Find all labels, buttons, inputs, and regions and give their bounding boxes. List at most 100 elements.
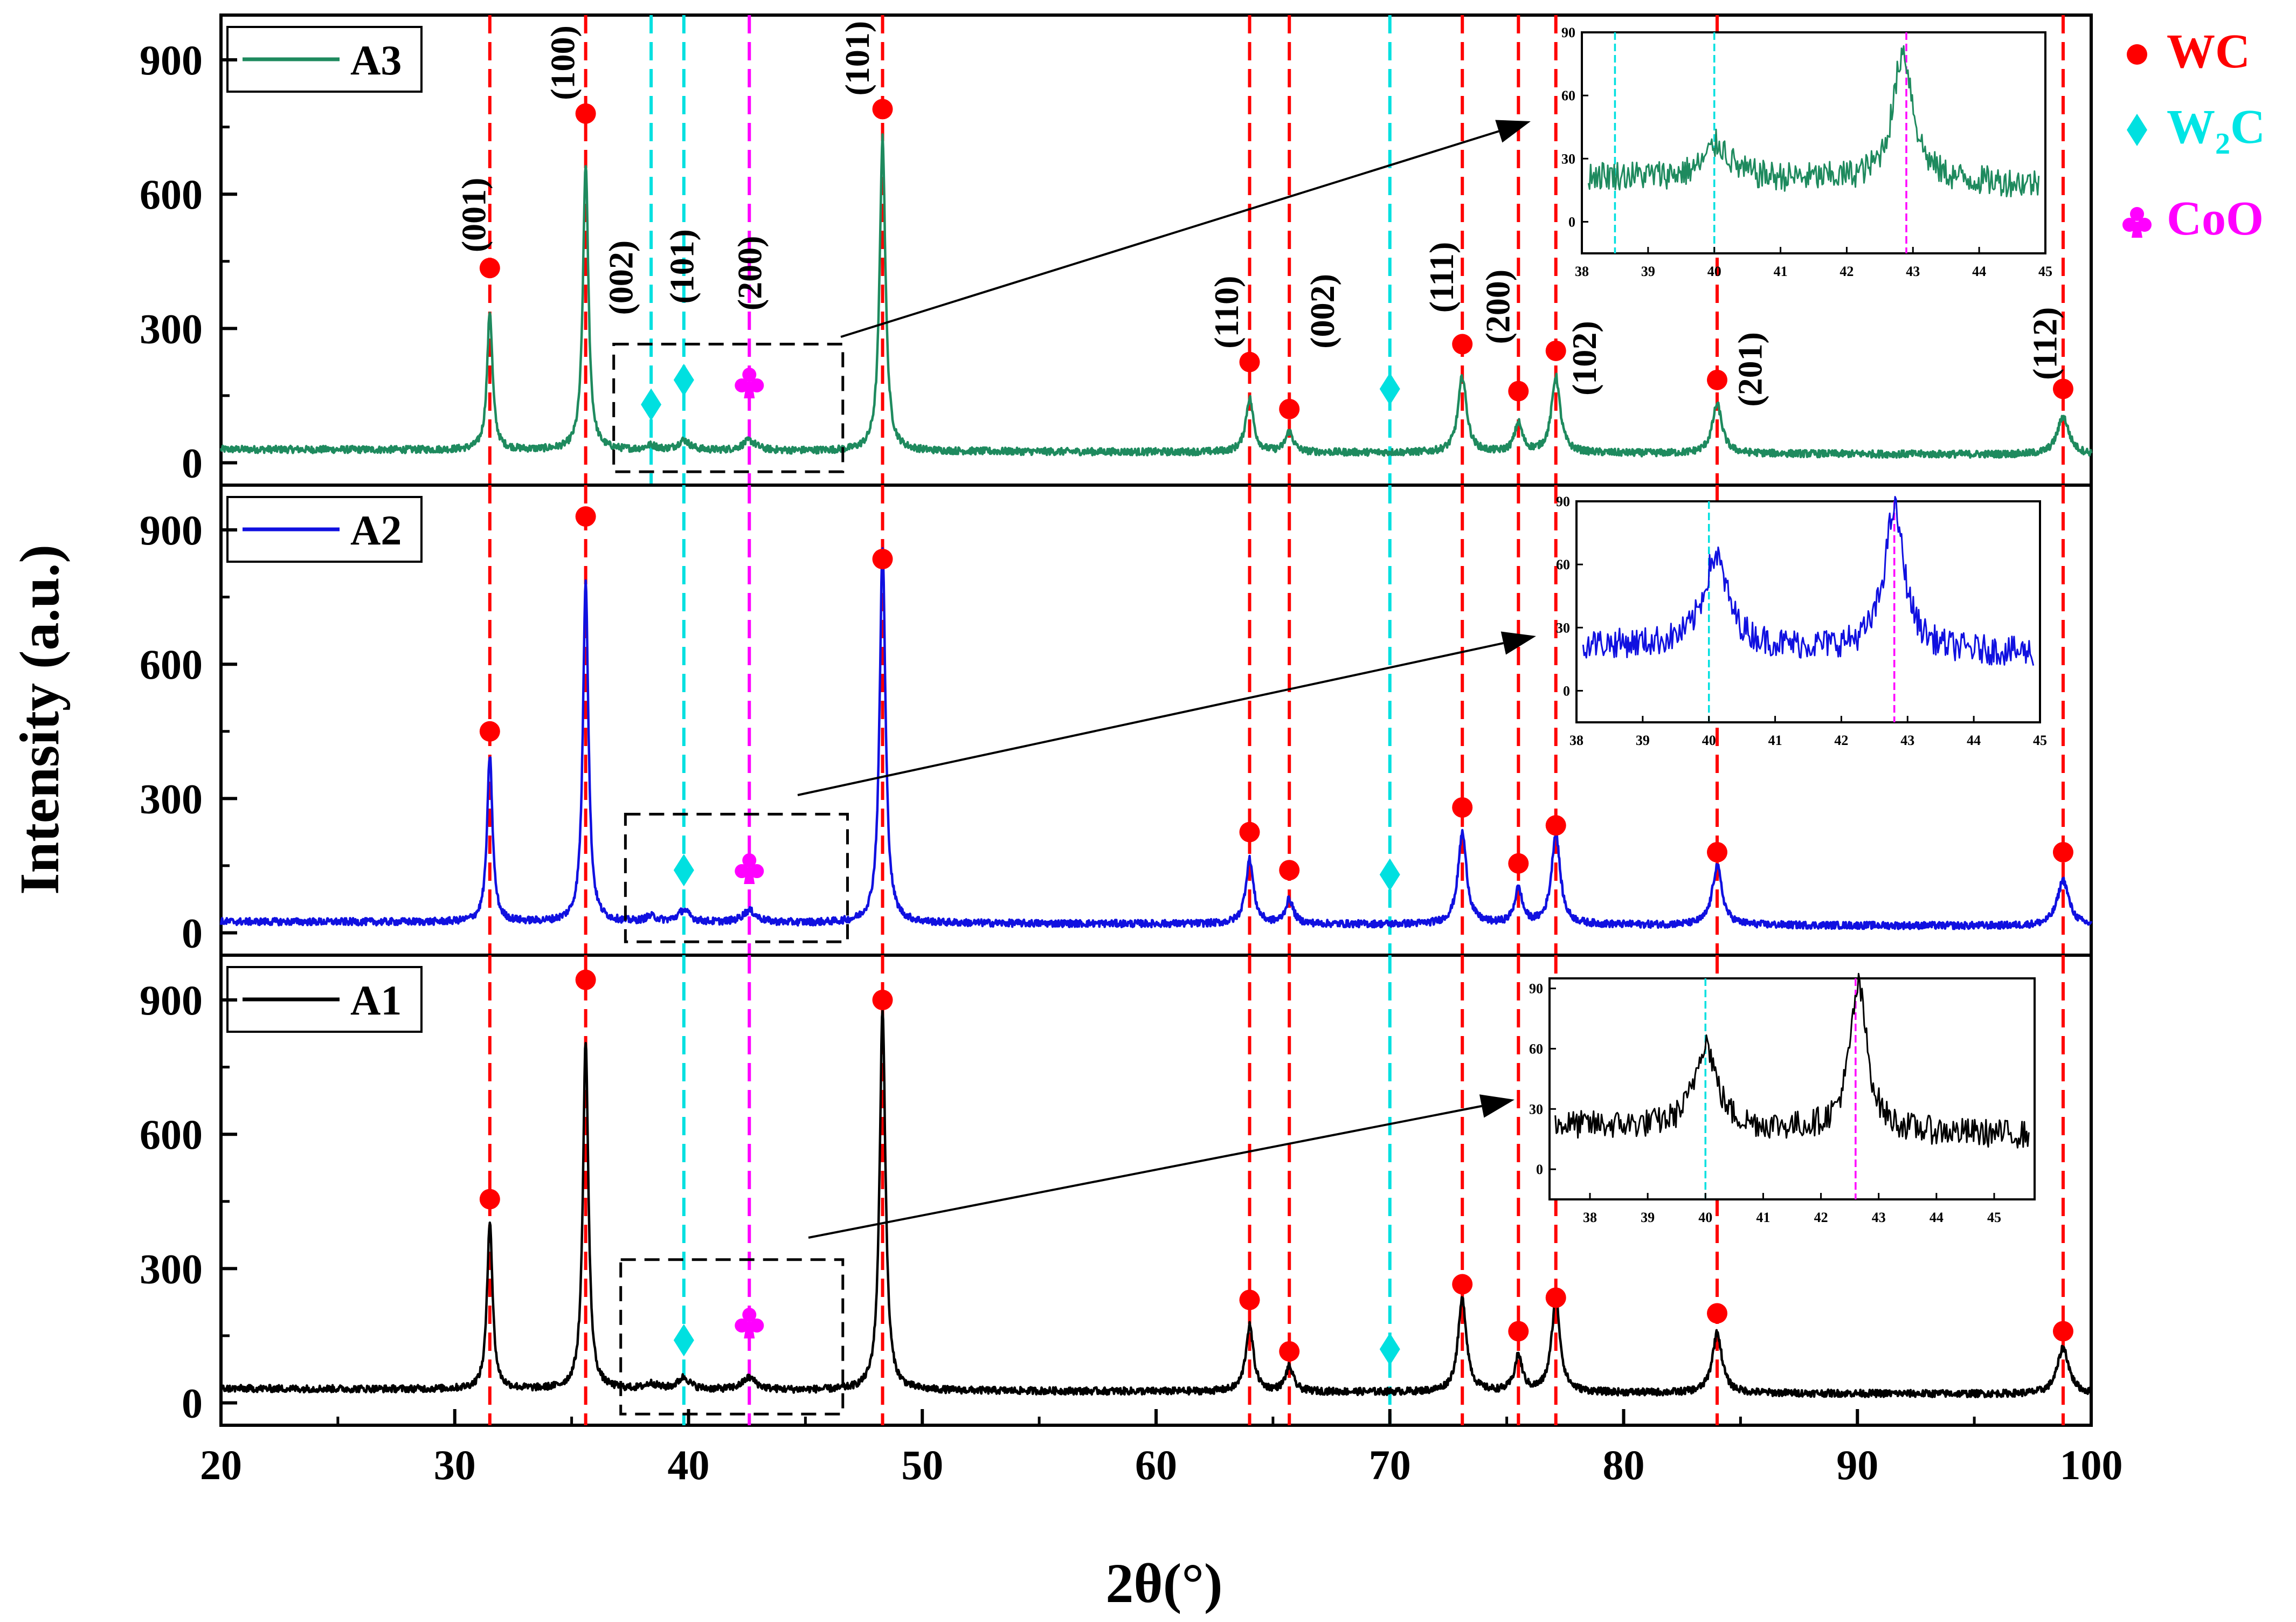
phase-marker-wc xyxy=(1545,815,1566,836)
phase-marker-coo-lobe xyxy=(735,864,749,879)
legend-label-wc: WC xyxy=(2167,25,2250,78)
inset-y-tick-label: 30 xyxy=(1556,620,1570,636)
phase-marker-wc xyxy=(872,990,893,1011)
phase-marker-wc xyxy=(1279,860,1300,881)
phase-marker-wc xyxy=(872,99,893,120)
miller-index-label: (102) xyxy=(1565,321,1603,396)
panels: A3 A2 A1 (001) (100) (002) (101) (200) (101) (110… xyxy=(219,13,2093,1427)
phase-marker-w2c xyxy=(1379,1333,1400,1365)
legend-marker-coo-stem xyxy=(2132,222,2142,238)
y-tick-label: 0 xyxy=(182,1379,203,1426)
miller-index-label: (002) xyxy=(602,240,640,315)
inset-x-tick-label: 40 xyxy=(1707,264,1721,279)
inset-pointer-arrowhead xyxy=(1495,120,1531,143)
inset-spectrum-line xyxy=(1554,972,2030,1149)
x-tick-label: 50 xyxy=(901,1441,943,1488)
inset-x-tick-label: 38 xyxy=(1583,1210,1597,1225)
miller-index-label: (001) xyxy=(454,178,493,253)
x-tick-label: 80 xyxy=(1603,1441,1645,1488)
inset-x-tick-label: 45 xyxy=(1987,1210,2001,1225)
inset-a2: 38 39 40 41 42 43 44 45 0 30 60 90 xyxy=(797,494,2047,796)
legend-marker-wc xyxy=(2127,44,2147,65)
y-tick-label: 900 xyxy=(140,507,203,554)
inset-frame xyxy=(1548,977,2036,1200)
phase-marker-wc xyxy=(1239,351,1260,372)
phase-marker-wc xyxy=(1452,797,1473,818)
inset-x-tick-label: 39 xyxy=(1641,1210,1655,1225)
zoom-box xyxy=(619,1258,845,1416)
phase-marker-wc xyxy=(1508,1321,1529,1342)
y-tick-label: 900 xyxy=(140,37,203,84)
inset-pointer-arrow xyxy=(808,1105,1482,1239)
inset-x-tick-label: 38 xyxy=(1575,264,1589,279)
inset-y-tick-label: 60 xyxy=(1529,1041,1543,1057)
inset-x-tick-label: 39 xyxy=(1636,733,1650,748)
phase-marker-wc xyxy=(1452,1274,1473,1295)
y-tick-label: 600 xyxy=(140,171,203,218)
legend-marker-coo-lobe xyxy=(2122,218,2136,232)
inset-x-tick-label: 45 xyxy=(2033,733,2047,748)
phase-marker-coo-lobe xyxy=(750,378,764,392)
phase-marker-wc xyxy=(1452,334,1473,355)
sample-legend-label: A2 xyxy=(350,507,402,554)
phase-marker-coo-lobe xyxy=(742,1307,757,1322)
phase-marker-coo-stem xyxy=(744,382,755,398)
inset-x-tick-label: 41 xyxy=(1756,1210,1770,1225)
phase-marker-wc xyxy=(872,549,893,570)
inset-pointer-arrowhead xyxy=(1500,631,1536,655)
phase-marker-coo xyxy=(735,367,764,398)
phase-marker-coo xyxy=(735,853,764,885)
y-tick-label: 300 xyxy=(140,1245,203,1292)
sample-legend-label: A3 xyxy=(350,37,402,84)
inset-x-tick-label: 40 xyxy=(1702,733,1716,748)
inset-x-tick-label: 43 xyxy=(1900,733,1914,748)
miller-index-label: (101) xyxy=(662,229,701,304)
y-tick-label: 600 xyxy=(140,641,203,688)
inset-y-tick-label: 0 xyxy=(1568,214,1575,230)
phase-marker-w2c xyxy=(673,854,694,887)
insets: 38 39 40 41 42 43 44 45 0 30 60 90 38 39 40 41 42 43 44 45 0… xyxy=(797,25,2052,1239)
zoom-box xyxy=(624,812,849,943)
phase-marker-wc xyxy=(1707,369,1727,390)
phase-marker-wc xyxy=(2052,1321,2073,1342)
phase-marker-wc xyxy=(1707,1303,1727,1324)
inset-y-tick-label: 90 xyxy=(1561,25,1575,40)
inset-x-tick-label: 38 xyxy=(1569,733,1583,748)
inset-y-tick-label: 0 xyxy=(1536,1162,1543,1177)
miller-index-label: (100) xyxy=(543,25,582,100)
inset-x-tick-label: 45 xyxy=(2038,264,2052,279)
inset-frame xyxy=(1581,31,2046,254)
y-tick-label: 300 xyxy=(140,775,203,822)
inset-y-tick-label: 90 xyxy=(1556,494,1570,509)
legend-marker-coo xyxy=(2122,207,2152,238)
inset-x-tick-label: 42 xyxy=(1814,1210,1828,1225)
inset-y-tick-label: 30 xyxy=(1529,1101,1543,1117)
y-tick-label: 900 xyxy=(140,977,203,1024)
phase-marker-wc xyxy=(2052,841,2073,862)
inset-x-tick-label: 44 xyxy=(1972,264,1986,279)
phase-marker-wc xyxy=(575,969,596,990)
inset-y-tick-label: 0 xyxy=(1563,683,1570,699)
legend-marker-coo-lobe xyxy=(2130,207,2144,221)
inset-a1: 38 39 40 41 42 43 44 45 0 30 60 90 xyxy=(808,972,2036,1239)
phase-marker-wc xyxy=(575,506,596,527)
phase-marker-w2c xyxy=(1379,372,1400,405)
inset-pointer-arrow xyxy=(797,642,1504,796)
x-tick-label: 40 xyxy=(668,1441,710,1488)
legend-label-coo: CoO xyxy=(2167,192,2264,245)
sample-legend: A1 xyxy=(226,966,423,1033)
phase-marker-w2c xyxy=(641,388,662,421)
phase-marker-coo-stem xyxy=(744,1322,755,1338)
miller-index-label: (111) xyxy=(1422,242,1461,313)
phase-legend: WC W2C CoO xyxy=(2122,25,2265,245)
x-tick-label: 20 xyxy=(200,1441,242,1488)
y-tick-label: 300 xyxy=(140,305,203,352)
phase-marker-coo-lobe xyxy=(742,367,757,382)
spectrum-line-a2 xyxy=(219,547,2093,930)
miller-index-label: (002) xyxy=(1303,274,1341,349)
y-tick-label: 0 xyxy=(182,909,203,956)
inset-x-tick-label: 40 xyxy=(1698,1210,1712,1225)
phase-marker-wc xyxy=(1508,853,1529,874)
y-axis-label: Intensity (a.u.) xyxy=(9,544,71,895)
panel-a2: A2 xyxy=(219,484,2093,957)
